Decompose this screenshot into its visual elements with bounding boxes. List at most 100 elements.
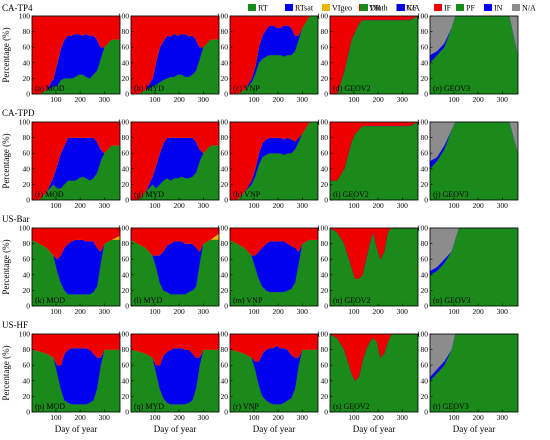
y-tick-label: 100 (118, 118, 130, 127)
y-tick-label: 60 (23, 361, 31, 370)
y-tick-label: 60 (221, 43, 229, 52)
site-title: US-Bar (2, 214, 30, 224)
y-tick-label: 100 (417, 224, 429, 233)
y-tick-label: 100 (19, 118, 31, 127)
x-tick-label: 300 (99, 307, 111, 316)
x-tick-label: 200 (272, 201, 284, 210)
x-tick-label: 300 (497, 307, 509, 316)
legend-label: RT (258, 4, 268, 13)
y-tick-label: 80 (122, 27, 130, 36)
panel-label: (b) MYD (134, 84, 164, 93)
legend-label: PF (466, 4, 475, 13)
y-tick-label: 80 (221, 345, 229, 354)
panel-label: (h) VNP (233, 190, 261, 199)
x-tick-label: 100 (348, 307, 360, 316)
plot-frame (329, 15, 419, 95)
x-tick-label: 200 (272, 95, 284, 104)
x-tick-label: 300 (198, 307, 210, 316)
y-tick-label: 100 (217, 330, 229, 339)
y-tick-label: 100 (19, 330, 31, 339)
panel-label: (j) GEOV3 (433, 190, 469, 199)
y-tick-label: 0 (324, 408, 328, 417)
y-tick-label: 60 (122, 361, 130, 370)
plot-frame (31, 227, 121, 307)
y-tick-label: 20 (23, 286, 31, 295)
legend-swatch (360, 4, 368, 11)
y-tick-label: 20 (122, 74, 130, 83)
legend-label: DR (370, 4, 382, 13)
plot-frame (130, 121, 220, 201)
y-tick-label: 100 (217, 12, 229, 21)
legend-label: N/A (522, 4, 536, 13)
x-tick-label: 100 (348, 201, 360, 210)
y-tick-label: 40 (221, 270, 229, 279)
y-axis-label: Percentage (%) (1, 345, 11, 400)
y-tick-label: 60 (221, 255, 229, 264)
legend-label: IN (494, 4, 503, 13)
x-tick-label: 200 (173, 413, 185, 422)
y-tick-label: 40 (23, 376, 31, 385)
y-tick-label: 100 (317, 224, 329, 233)
plot-frame (31, 15, 121, 95)
y-tick-label: 100 (118, 224, 130, 233)
plot-frame (329, 121, 419, 201)
panel-label: (e) GEOV3 (433, 84, 470, 93)
y-tick-label: 100 (317, 12, 329, 21)
y-tick-label: 20 (421, 180, 429, 189)
plot-frame (329, 227, 419, 307)
x-tick-label: 100 (448, 95, 460, 104)
legend-swatch (434, 4, 442, 11)
y-tick-label: 100 (19, 224, 31, 233)
plot-frame (229, 333, 319, 413)
y-tick-label: 0 (125, 196, 129, 205)
y-tick-label: 100 (217, 118, 229, 127)
y-tick-label: 40 (122, 376, 130, 385)
y-tick-label: 60 (23, 43, 31, 52)
panel-label: (f) MOD (35, 190, 64, 199)
y-tick-label: 60 (321, 361, 329, 370)
y-axis-label: Percentage (%) (1, 133, 11, 188)
y-tick-label: 40 (421, 270, 429, 279)
y-tick-label: 80 (421, 345, 429, 354)
panel-label: (a) MOD (35, 84, 65, 93)
y-tick-label: 20 (421, 392, 429, 401)
plot-frame (31, 333, 121, 413)
y-tick-label: 0 (224, 90, 228, 99)
y-tick-label: 20 (221, 286, 229, 295)
legend-label: CF (407, 4, 417, 13)
y-tick-label: 100 (118, 12, 130, 21)
y-tick-label: 40 (122, 270, 130, 279)
y-tick-label: 0 (224, 196, 228, 205)
y-tick-label: 60 (221, 361, 229, 370)
y-tick-label: 60 (122, 255, 130, 264)
y-tick-label: 80 (23, 27, 31, 36)
x-tick-label: 100 (149, 95, 161, 104)
x-tick-label: 300 (397, 201, 409, 210)
plot-frame (130, 333, 220, 413)
x-tick-label: 300 (99, 413, 111, 422)
panel-label: (o) GEOV3 (433, 296, 471, 305)
x-axis-label: Day of year (353, 424, 395, 434)
y-tick-label: 100 (217, 224, 229, 233)
y-tick-label: 40 (221, 58, 229, 67)
legend-label: RTsat (295, 4, 314, 13)
y-tick-label: 60 (421, 43, 429, 52)
x-tick-label: 100 (248, 201, 260, 210)
x-tick-label: 300 (397, 413, 409, 422)
legend-swatch (512, 4, 520, 11)
y-tick-label: 20 (221, 180, 229, 189)
x-tick-label: 200 (472, 201, 484, 210)
y-tick-label: 40 (321, 58, 329, 67)
y-tick-label: 60 (321, 149, 329, 158)
x-tick-label: 200 (372, 307, 384, 316)
x-tick-label: 200 (173, 201, 185, 210)
y-tick-label: 60 (321, 255, 329, 264)
y-tick-label: 40 (421, 164, 429, 173)
legend-label: IF (444, 4, 452, 13)
plot-frame (130, 227, 220, 307)
y-tick-label: 0 (26, 302, 30, 311)
y-tick-label: 80 (421, 27, 429, 36)
y-tick-label: 100 (417, 118, 429, 127)
x-tick-label: 200 (372, 201, 384, 210)
panel-label: (r) VNP (233, 402, 259, 411)
